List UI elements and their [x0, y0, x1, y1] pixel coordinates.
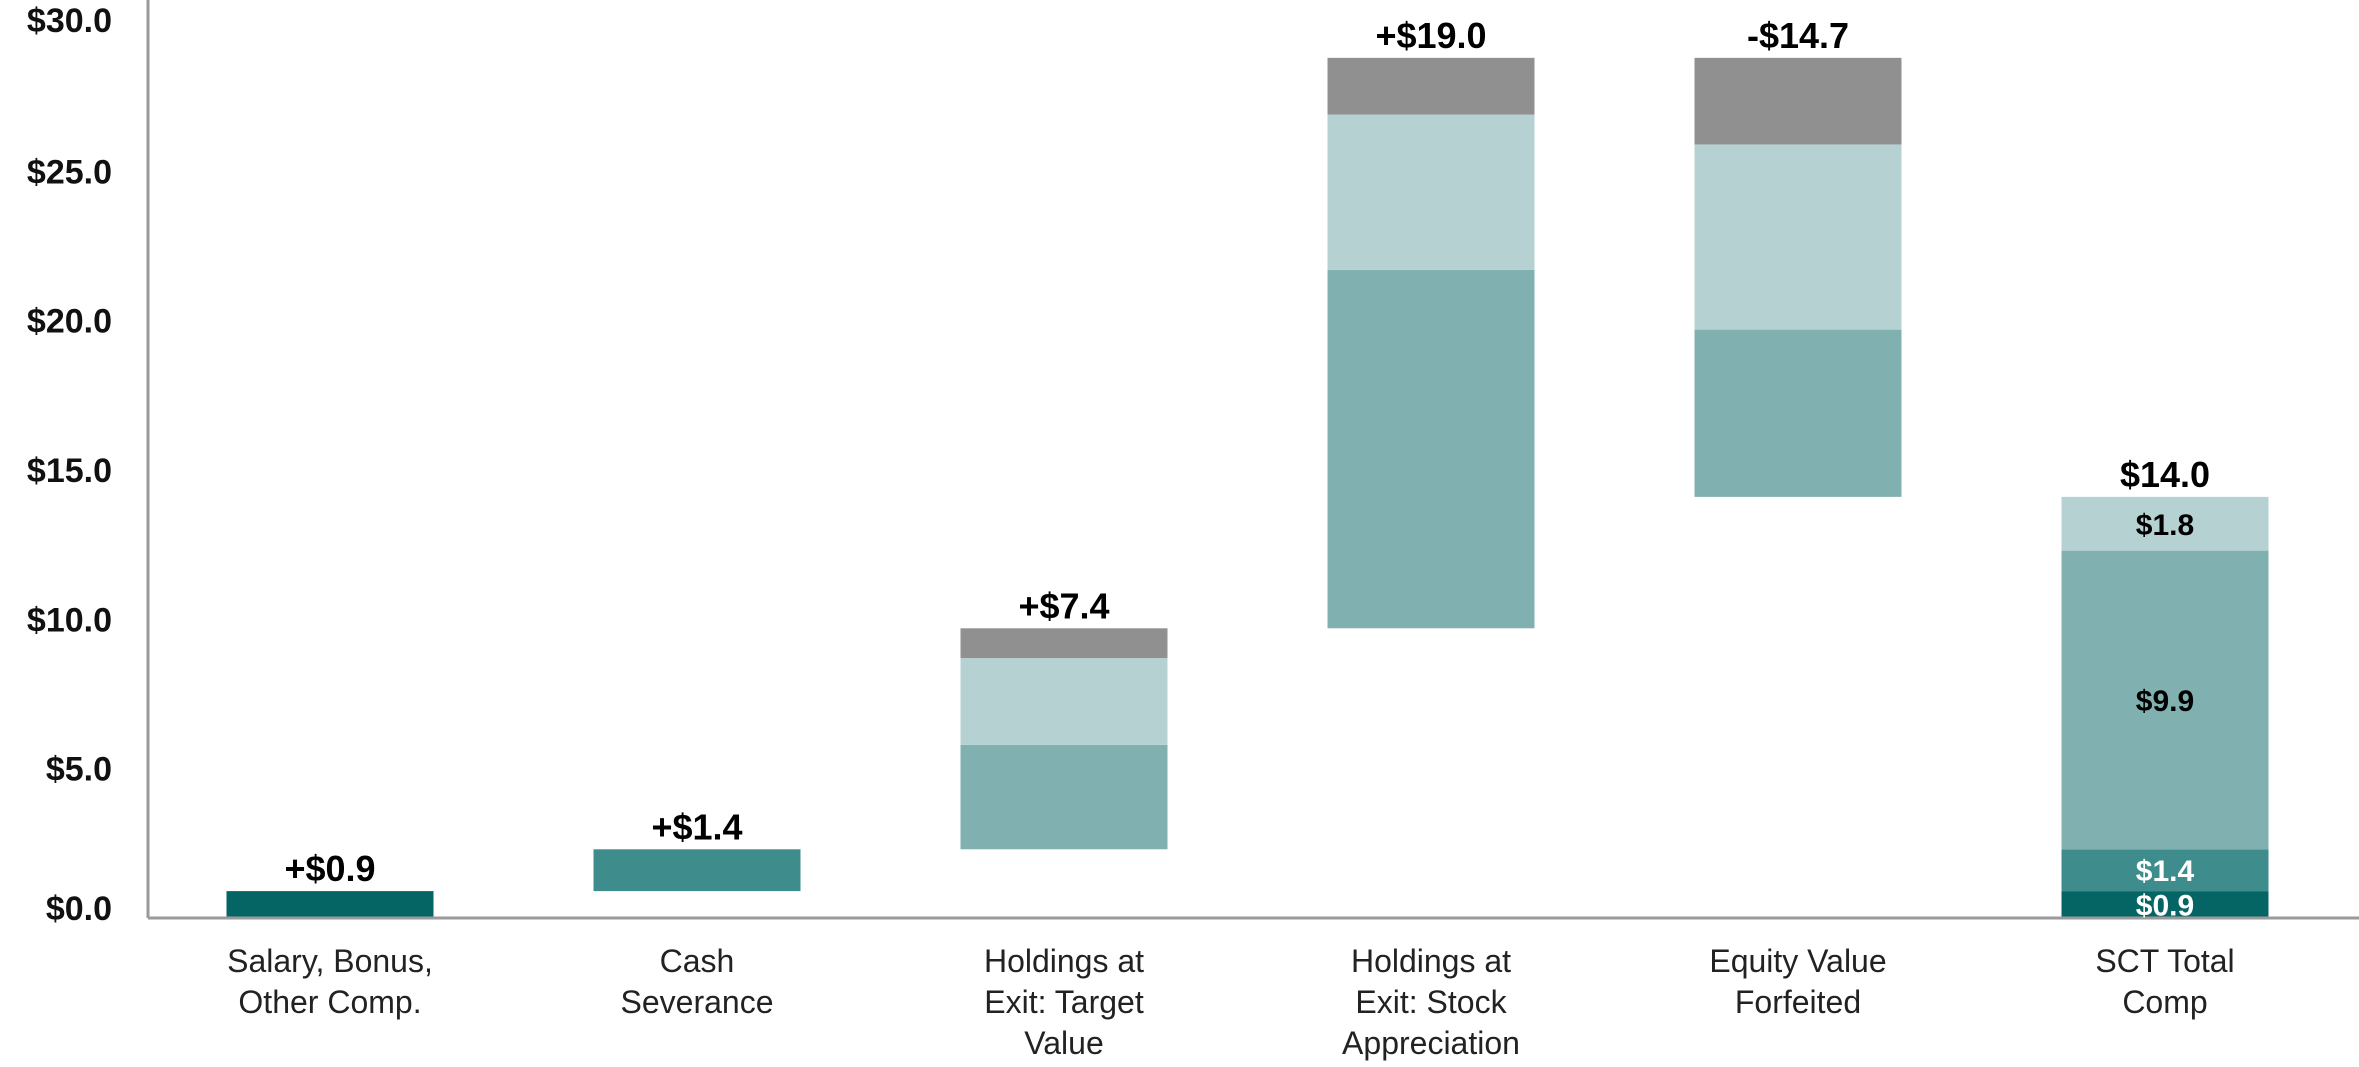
x-category-label-line: Exit: Target — [984, 984, 1144, 1020]
x-category-label-line: Exit: Stock — [1355, 984, 1507, 1020]
x-category-label: SCT Total Comp — [2095, 943, 2234, 1020]
x-category-label-line: Cash — [660, 943, 735, 979]
y-tick-label: $30.0 — [27, 2, 112, 40]
x-axis-category-labels: Salary, Bonus, Other Comp. Cash Severance Ho… — [227, 943, 2235, 1061]
y-axis-ticks: $0.0 $5.0 $10.0 $15.0 $20.0 $25.0 $30.0 — [27, 2, 112, 928]
bar-segment — [2061, 849, 2269, 892]
bar-segment — [226, 891, 434, 918]
x-category-label-line: Comp — [2122, 984, 2207, 1020]
bar-segment — [1327, 114, 1535, 270]
chart-axes — [146, 0, 2359, 920]
segment-value-label: $9.9 — [2136, 685, 2194, 718]
y-tick-label: $20.0 — [27, 303, 112, 341]
bar-value-labels: +$0.9 +$1.4 +$7.4 +$19.0 -$14.7 $0.9$1.4 $9.9 $… — [284, 15, 2210, 923]
y-tick-label: $0.0 — [46, 890, 112, 928]
x-category-label-line: Holdings at — [1351, 943, 1511, 979]
x-category-label-line: Other Comp. — [238, 984, 421, 1020]
x-category-label-line: Salary, Bonus, — [227, 943, 433, 979]
x-category-label-line: Equity Value — [1709, 943, 1886, 979]
x-category-label-line: Appreciation — [1342, 1025, 1520, 1061]
x-category-label: Equity Value Forfeited — [1709, 943, 1886, 1020]
bar-segment — [1694, 329, 1902, 497]
bar-segment — [2061, 496, 2269, 551]
x-category-label: Holdings at Exit: Stock Appreciation — [1342, 943, 1520, 1061]
x-category-label: Holdings at Exit: Target Value — [984, 943, 1144, 1061]
bar-segment — [960, 658, 1168, 745]
segment-value-label: $0.9 — [2136, 890, 2194, 923]
bar-segment — [1327, 269, 1535, 629]
x-category-label: Cash Severance — [621, 943, 774, 1020]
x-category-label-line: Holdings at — [984, 943, 1144, 979]
segment-value-label: $1.4 — [2136, 855, 2195, 888]
x-category-label-line: SCT Total — [2095, 943, 2234, 979]
x-category-label-line: Forfeited — [1735, 984, 1861, 1020]
bar-total-label: -$14.7 — [1747, 15, 1849, 56]
segment-value-label: $1.8 — [2136, 509, 2194, 542]
bar-segment — [2061, 550, 2269, 850]
bar-segment — [1694, 57, 1902, 145]
bar-segment — [593, 849, 801, 892]
bar-total-label: +$19.0 — [1375, 15, 1486, 56]
bar-segment — [960, 628, 1168, 659]
bar-total-label: +$0.9 — [284, 848, 375, 889]
y-tick-label: $10.0 — [27, 601, 112, 639]
y-tick-label: $25.0 — [27, 153, 112, 191]
x-category-label: Salary, Bonus, Other Comp. — [227, 943, 433, 1020]
bar-total-label: $14.0 — [2120, 454, 2210, 495]
chart-bars — [226, 57, 2269, 918]
y-tick-label: $5.0 — [46, 751, 112, 789]
bar-segment — [1694, 144, 1902, 330]
bar-total-label: +$7.4 — [1018, 585, 1109, 626]
bar-total-label: +$1.4 — [651, 806, 742, 847]
bar-segment — [960, 744, 1168, 850]
bar-segment — [1327, 57, 1535, 115]
x-category-label-line: Severance — [621, 984, 774, 1020]
x-category-label-line: Value — [1024, 1025, 1103, 1061]
y-tick-label: $15.0 — [27, 452, 112, 490]
bar-segment — [2061, 891, 2269, 918]
